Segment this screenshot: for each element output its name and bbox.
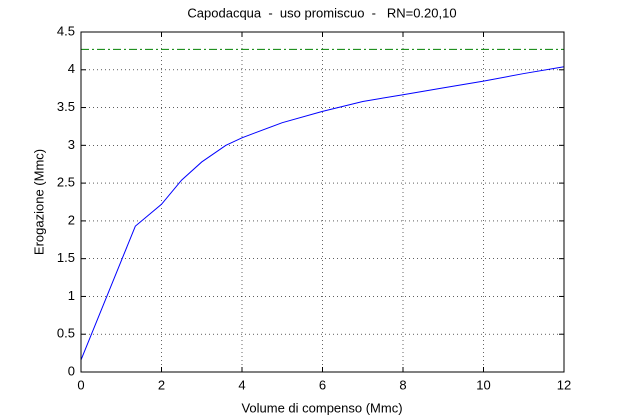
x-tick-label: 6 xyxy=(319,377,326,392)
chart-title: Capodacqua - uso promiscuo - RN=0.20,10 xyxy=(187,5,456,20)
x-tick-label: 12 xyxy=(557,377,571,392)
x-tick-label: 10 xyxy=(476,377,490,392)
y-tick-label: 3.5 xyxy=(57,99,75,114)
y-tick-label: 2 xyxy=(68,212,75,227)
y-tick-label: 2.5 xyxy=(57,175,75,190)
y-tick-label: 4 xyxy=(68,61,75,76)
plot-frame xyxy=(80,31,565,373)
y-axis-label: Erogazione (Mmc) xyxy=(31,149,46,255)
x-tick-label: 0 xyxy=(77,377,84,392)
y-tick-label: 0 xyxy=(68,363,75,378)
data-line xyxy=(80,66,565,361)
y-tick-label: 1 xyxy=(68,288,75,303)
y-tick-label: 4.5 xyxy=(57,23,75,38)
x-axis-label: Volume di compenso (Mmc) xyxy=(241,400,402,415)
y-tick-label: 0.5 xyxy=(57,326,75,341)
x-tick-label: 2 xyxy=(158,377,165,392)
x-tick-label: 4 xyxy=(238,377,245,392)
y-tick-label: 3 xyxy=(68,137,75,152)
y-tick-label: 1.5 xyxy=(57,250,75,265)
x-tick-label: 8 xyxy=(399,377,406,392)
